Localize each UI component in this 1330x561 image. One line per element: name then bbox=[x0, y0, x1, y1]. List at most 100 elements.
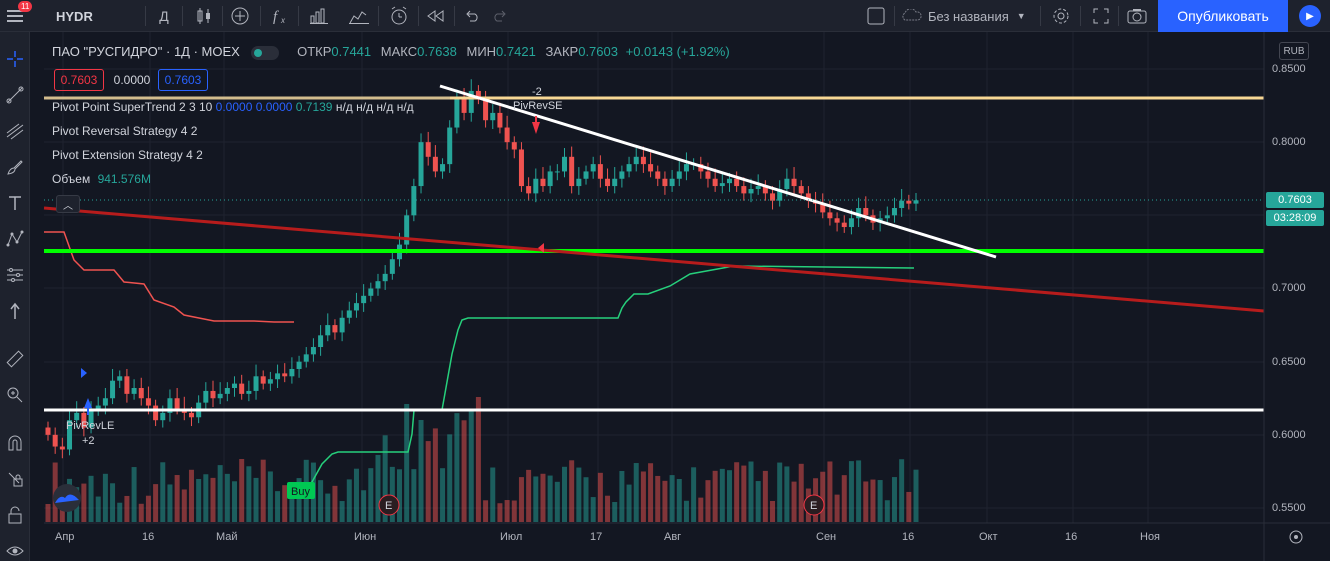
tradingview-logo-icon[interactable] bbox=[53, 484, 81, 512]
volume-bar bbox=[583, 477, 589, 522]
pattern-icon[interactable] bbox=[2, 226, 28, 252]
volume-bar bbox=[490, 467, 496, 522]
brush-icon[interactable] bbox=[2, 154, 28, 180]
volume-bar bbox=[597, 472, 603, 522]
fib-tools-icon[interactable] bbox=[2, 118, 28, 144]
volume-bar bbox=[561, 466, 567, 522]
sell-price-box[interactable]: 0.7603 bbox=[54, 69, 104, 91]
menu-icon[interactable] bbox=[0, 0, 32, 32]
add-compare-icon[interactable] bbox=[228, 0, 252, 32]
separator bbox=[418, 6, 419, 26]
price-tick-label: 0.7000 bbox=[1272, 282, 1306, 294]
financials-icon[interactable] bbox=[306, 0, 332, 32]
alert-icon[interactable] bbox=[386, 0, 412, 32]
candle-body bbox=[440, 164, 446, 172]
candle-body bbox=[382, 273, 388, 282]
candle-body bbox=[648, 164, 654, 172]
replay-icon[interactable] bbox=[424, 0, 448, 32]
long-signal-arrow bbox=[84, 398, 92, 408]
collapse-legend-button[interactable]: ︿ bbox=[56, 195, 80, 213]
short-signal-arrow bbox=[532, 122, 540, 134]
candle-body bbox=[576, 178, 582, 187]
volume-bar bbox=[217, 465, 223, 522]
settings-gear-icon[interactable] bbox=[1048, 0, 1074, 32]
candle-body bbox=[741, 186, 747, 194]
candle-body bbox=[332, 325, 338, 333]
volume-bar bbox=[45, 504, 51, 522]
candle-body bbox=[375, 281, 381, 289]
undo-icon[interactable] bbox=[460, 0, 484, 32]
volume-bar bbox=[447, 434, 453, 522]
volume-bar bbox=[81, 483, 87, 522]
lock-drawing-icon[interactable] bbox=[2, 466, 28, 492]
date-tick-label: 16 bbox=[1065, 531, 1078, 543]
zoom-icon[interactable] bbox=[2, 382, 28, 408]
high-value: 0.7638 bbox=[417, 44, 457, 59]
fullscreen-icon[interactable] bbox=[1088, 0, 1114, 32]
volume-bar bbox=[253, 477, 259, 522]
open-value: 0.7441 bbox=[331, 44, 372, 59]
volume-bar bbox=[289, 494, 295, 522]
candles-icon[interactable] bbox=[192, 0, 216, 32]
candle-body bbox=[841, 222, 847, 228]
symbol-search-button[interactable]: HYDR bbox=[56, 8, 93, 24]
lock-icon[interactable] bbox=[2, 502, 28, 528]
volume-bar bbox=[755, 481, 761, 522]
arrow-up-icon[interactable] bbox=[2, 298, 28, 324]
indicator-supertrend[interactable]: Pivot Point SuperTrend 2 3 10 0.0000 0.0… bbox=[52, 100, 414, 114]
buy-price-box[interactable]: 0.7603 bbox=[158, 69, 208, 91]
chart-settings-icon[interactable] bbox=[1289, 530, 1303, 544]
layout-select-icon[interactable] bbox=[864, 0, 888, 32]
prediction-icon[interactable] bbox=[2, 262, 28, 288]
price-tick-label: 0.8000 bbox=[1272, 136, 1306, 148]
price-chart[interactable]: PivRevSE -2 PivRevLE +2 Buy E E bbox=[30, 32, 1330, 561]
candle-body bbox=[655, 171, 661, 179]
camera-icon[interactable] bbox=[1124, 0, 1150, 32]
trend-line-icon[interactable] bbox=[2, 82, 28, 108]
date-tick-label: Окт bbox=[979, 531, 998, 543]
magnet-icon[interactable] bbox=[2, 430, 28, 456]
long-signal-qty: +2 bbox=[82, 435, 95, 447]
text-tool-icon[interactable] bbox=[2, 190, 28, 216]
short-signal-stem bbox=[535, 116, 537, 124]
volume-bar bbox=[820, 471, 826, 522]
templates-icon[interactable] bbox=[346, 0, 372, 32]
candle-body bbox=[239, 383, 245, 394]
volume-bar bbox=[698, 497, 704, 522]
candle-body bbox=[483, 98, 489, 121]
publish-button[interactable]: Опубликовать bbox=[1158, 0, 1288, 32]
indicator-pivot-reversal[interactable]: Pivot Reversal Strategy 4 2 bbox=[52, 124, 198, 138]
ruler-icon[interactable] bbox=[2, 346, 28, 372]
volume-bar bbox=[318, 480, 324, 522]
candle-body bbox=[827, 212, 833, 219]
play-button[interactable]: ▶ bbox=[1290, 0, 1330, 32]
separator bbox=[298, 6, 299, 26]
volume-bar bbox=[705, 480, 711, 522]
eye-icon[interactable] bbox=[2, 538, 28, 561]
layout-name-button[interactable]: Без названия ▼ bbox=[900, 0, 1040, 32]
volume-bar bbox=[511, 500, 517, 522]
earnings-marker-label: E bbox=[810, 500, 817, 512]
candle-body bbox=[339, 317, 345, 333]
earnings-marker[interactable]: E bbox=[803, 494, 825, 516]
candle-body bbox=[597, 164, 603, 179]
volume-bar bbox=[777, 462, 783, 522]
crosshair-icon[interactable] bbox=[2, 46, 28, 72]
price-tick-label: 0.8500 bbox=[1272, 63, 1306, 75]
volume-bar bbox=[518, 477, 524, 522]
volume-bar bbox=[899, 459, 905, 522]
redo-icon[interactable] bbox=[488, 0, 512, 32]
toggle-icon[interactable] bbox=[251, 45, 280, 60]
volume-value: 941.576M bbox=[97, 172, 151, 186]
interval-button[interactable]: Д bbox=[159, 8, 169, 24]
candle-body bbox=[863, 208, 869, 216]
earnings-marker[interactable]: E bbox=[378, 494, 400, 516]
indicator-pivot-extension[interactable]: Pivot Extension Strategy 4 2 bbox=[52, 148, 203, 162]
indicator-volume[interactable]: Объем 941.576M bbox=[52, 172, 151, 186]
candle-body bbox=[605, 178, 611, 187]
symbol-title[interactable]: ПАО "РУСГИДРО" · 1Д · MOEX bbox=[52, 44, 240, 59]
drawing-toolbar bbox=[0, 32, 30, 561]
candle-body bbox=[526, 186, 532, 194]
currency-button[interactable]: RUB bbox=[1279, 42, 1309, 60]
